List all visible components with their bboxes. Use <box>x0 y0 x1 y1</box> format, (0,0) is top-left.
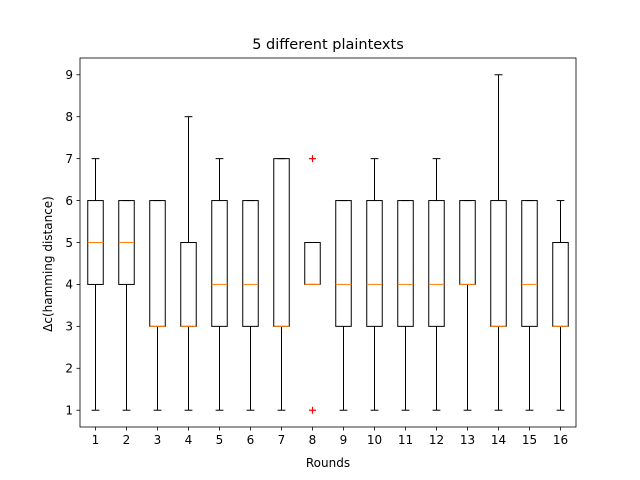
y-tick-label-6: 6 <box>65 194 73 208</box>
x-axis-label: Rounds <box>306 456 350 470</box>
x-tick-label-15: 15 <box>522 433 537 447</box>
box-round-15 <box>521 200 538 327</box>
x-tick-label-10: 10 <box>367 433 382 447</box>
box-round-8 <box>304 242 321 285</box>
x-tick-label-3: 3 <box>154 433 162 447</box>
x-tick-label-16: 16 <box>553 433 568 447</box>
y-tick-label-2: 2 <box>65 362 73 376</box>
y-tick-label-9: 9 <box>65 68 73 82</box>
y-tick-label-4: 4 <box>65 278 73 292</box>
box-round-16 <box>552 242 569 327</box>
x-tick-label-14: 14 <box>491 433 506 447</box>
x-tick-label-4: 4 <box>185 433 193 447</box>
box-round-12 <box>428 200 445 327</box>
outlier-round-8-1 <box>309 406 316 414</box>
outlier-round-8-2 <box>309 155 316 163</box>
x-tick-label-5: 5 <box>216 433 224 447</box>
box-round-11 <box>397 200 414 327</box>
box-round-5 <box>211 200 228 327</box>
y-tick-label-1: 1 <box>65 404 73 418</box>
x-tick-label-8: 8 <box>309 433 317 447</box>
x-tick-label-11: 11 <box>398 433 413 447</box>
x-tick-label-2: 2 <box>123 433 131 447</box>
y-tick-label-7: 7 <box>65 152 73 166</box>
x-tick-label-1: 1 <box>92 433 100 447</box>
y-tick-label-3: 3 <box>65 320 73 334</box>
x-tick-label-13: 13 <box>460 433 475 447</box>
x-tick-label-9: 9 <box>340 433 348 447</box>
box-round-4 <box>180 242 197 327</box>
y-axis-label: Δc(hamming distance) <box>41 196 55 332</box>
x-tick-label-7: 7 <box>278 433 286 447</box>
box-round-14 <box>490 200 507 327</box>
y-tick-label-5: 5 <box>65 236 73 250</box>
box-round-9 <box>335 200 352 327</box>
x-tick-label-12: 12 <box>429 433 444 447</box>
y-tick-label-8: 8 <box>65 110 73 124</box>
chart-title: 5 different plaintexts <box>252 37 404 53</box>
box-round-3 <box>149 200 166 327</box>
box-round-13 <box>459 200 476 285</box>
box-round-6 <box>242 200 259 327</box>
box-round-10 <box>366 200 383 327</box>
box-round-7 <box>273 158 290 327</box>
axes-frame <box>79 57 577 428</box>
x-tick-label-6: 6 <box>247 433 255 447</box>
